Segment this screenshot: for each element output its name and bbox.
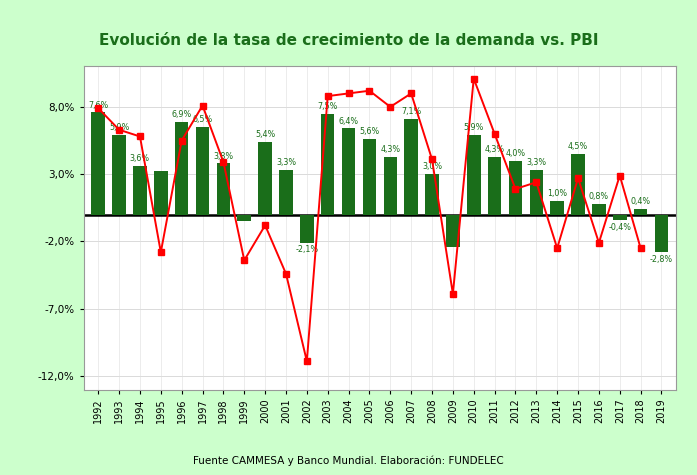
Bar bbox=[342, 128, 355, 215]
Bar bbox=[362, 139, 376, 215]
Bar bbox=[238, 215, 251, 221]
Text: 5,9%: 5,9% bbox=[109, 124, 129, 133]
Bar bbox=[196, 127, 209, 215]
Text: 5,9%: 5,9% bbox=[464, 124, 484, 133]
Bar bbox=[446, 215, 459, 247]
Bar bbox=[404, 119, 418, 215]
Text: Evolución de la tasa de crecimiento de la demanda vs. PBI: Evolución de la tasa de crecimiento de l… bbox=[99, 33, 598, 48]
Bar bbox=[112, 135, 126, 215]
Bar bbox=[551, 201, 564, 215]
Text: -2,8%: -2,8% bbox=[650, 255, 673, 264]
Bar bbox=[488, 157, 501, 215]
Bar bbox=[259, 142, 272, 215]
Bar bbox=[154, 171, 167, 215]
Text: 5,6%: 5,6% bbox=[360, 127, 380, 136]
Text: 4,5%: 4,5% bbox=[568, 142, 588, 151]
Bar bbox=[321, 114, 335, 215]
Text: 1,0%: 1,0% bbox=[547, 190, 567, 199]
Text: 7,5%: 7,5% bbox=[318, 102, 338, 111]
Text: 4,3%: 4,3% bbox=[381, 145, 400, 154]
Text: 3,0%: 3,0% bbox=[422, 162, 442, 171]
Bar bbox=[572, 154, 585, 215]
Bar bbox=[175, 122, 188, 215]
Bar bbox=[425, 174, 439, 215]
Text: 6,4%: 6,4% bbox=[339, 117, 359, 126]
Text: 5,4%: 5,4% bbox=[255, 130, 275, 139]
Text: 3,8%: 3,8% bbox=[213, 152, 233, 161]
Text: -2,1%: -2,1% bbox=[296, 246, 319, 255]
Text: Fuente CAMMESA y Banco Mundial. Elaboración: FUNDELEC: Fuente CAMMESA y Banco Mundial. Elaborac… bbox=[193, 455, 504, 465]
Text: 3,6%: 3,6% bbox=[130, 154, 150, 163]
Bar bbox=[300, 215, 314, 243]
Text: 3,3%: 3,3% bbox=[276, 159, 296, 167]
Bar bbox=[509, 161, 522, 215]
Bar bbox=[383, 157, 397, 215]
Bar bbox=[634, 209, 648, 215]
Bar bbox=[467, 135, 480, 215]
Text: 7,1%: 7,1% bbox=[401, 107, 421, 116]
Text: 3,3%: 3,3% bbox=[526, 159, 546, 167]
Text: 6,5%: 6,5% bbox=[192, 115, 213, 124]
Text: 4,0%: 4,0% bbox=[505, 149, 526, 158]
Bar bbox=[530, 170, 543, 215]
Text: 0,4%: 0,4% bbox=[631, 198, 651, 207]
Bar bbox=[133, 166, 147, 215]
Bar bbox=[279, 170, 293, 215]
Bar bbox=[654, 215, 668, 252]
Bar bbox=[592, 204, 606, 215]
Text: 6,9%: 6,9% bbox=[171, 110, 192, 119]
Bar bbox=[613, 215, 627, 220]
Text: -0,4%: -0,4% bbox=[608, 223, 631, 232]
Text: 4,3%: 4,3% bbox=[484, 145, 505, 154]
Text: 7,6%: 7,6% bbox=[88, 101, 108, 110]
Bar bbox=[217, 163, 230, 215]
Bar bbox=[91, 112, 105, 215]
Text: 0,8%: 0,8% bbox=[589, 192, 609, 201]
